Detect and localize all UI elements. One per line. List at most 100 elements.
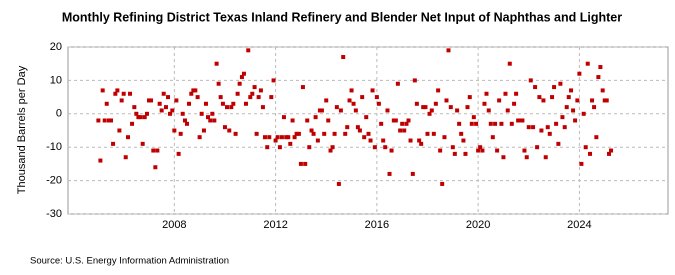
point — [571, 108, 576, 113]
point — [442, 135, 447, 140]
point — [109, 118, 114, 123]
point — [556, 141, 561, 146]
point — [393, 118, 398, 123]
point — [471, 115, 476, 120]
point — [509, 121, 514, 126]
x-tick-label: 2024 — [567, 219, 591, 231]
point — [284, 135, 289, 140]
y-axis-label: Thousand Barrels per Day — [16, 65, 28, 194]
point — [446, 48, 451, 53]
point — [107, 118, 112, 123]
point — [324, 98, 329, 103]
point — [153, 165, 158, 170]
point — [254, 131, 259, 136]
point — [427, 111, 432, 116]
point — [151, 148, 156, 153]
point — [564, 105, 569, 110]
point — [193, 88, 198, 93]
point — [349, 88, 354, 93]
point — [461, 138, 466, 143]
point — [140, 141, 145, 146]
point — [315, 138, 320, 143]
y-tick-label: -10 — [46, 141, 62, 153]
point — [149, 98, 154, 103]
point — [448, 105, 453, 110]
point — [159, 108, 164, 113]
point — [381, 138, 386, 143]
point — [385, 108, 390, 113]
point — [410, 171, 415, 176]
point — [482, 101, 487, 106]
point — [338, 108, 343, 113]
point — [535, 145, 540, 150]
point — [130, 121, 135, 126]
point — [214, 61, 219, 66]
point — [305, 118, 310, 123]
point — [277, 145, 282, 150]
point — [360, 95, 365, 100]
point — [303, 161, 308, 166]
point — [550, 95, 555, 100]
point — [465, 105, 470, 110]
point — [493, 121, 498, 126]
point — [425, 131, 430, 136]
point — [260, 105, 265, 110]
point — [383, 145, 388, 150]
point — [438, 148, 443, 153]
point — [590, 98, 595, 103]
point — [229, 105, 234, 110]
point — [104, 101, 109, 106]
point — [440, 181, 445, 186]
point — [501, 155, 506, 160]
point — [423, 105, 428, 110]
point — [296, 131, 301, 136]
point — [117, 128, 122, 133]
point — [273, 138, 278, 143]
point — [602, 98, 607, 103]
point — [220, 101, 225, 106]
chart-title: Monthly Refining District Texas Inland R… — [62, 10, 622, 24]
point — [246, 48, 251, 53]
point — [452, 151, 457, 156]
point — [488, 121, 493, 126]
point — [203, 101, 208, 106]
point — [552, 85, 557, 90]
point — [539, 128, 544, 133]
point — [455, 108, 460, 113]
point — [269, 95, 274, 100]
point — [309, 128, 314, 133]
point — [505, 108, 510, 113]
point — [197, 135, 202, 140]
point — [577, 71, 582, 76]
point — [170, 108, 175, 113]
point — [294, 131, 299, 136]
point — [345, 125, 350, 130]
point — [155, 148, 160, 153]
point — [290, 118, 295, 123]
point — [195, 95, 200, 100]
point — [96, 118, 101, 123]
point — [347, 98, 352, 103]
point — [113, 91, 118, 96]
point — [178, 131, 183, 136]
point — [128, 91, 133, 96]
point — [400, 121, 405, 126]
point — [330, 145, 335, 150]
point — [518, 118, 523, 123]
point — [421, 105, 426, 110]
point — [126, 135, 130, 140]
point — [406, 118, 411, 123]
point — [121, 91, 126, 96]
point — [298, 161, 303, 166]
point — [292, 135, 297, 140]
point — [478, 145, 483, 150]
point — [554, 121, 559, 126]
point — [351, 101, 356, 106]
point — [490, 135, 495, 140]
point — [596, 75, 601, 80]
point — [322, 131, 327, 136]
point — [206, 115, 210, 120]
point — [161, 91, 166, 96]
point — [191, 88, 196, 93]
point — [537, 95, 542, 100]
